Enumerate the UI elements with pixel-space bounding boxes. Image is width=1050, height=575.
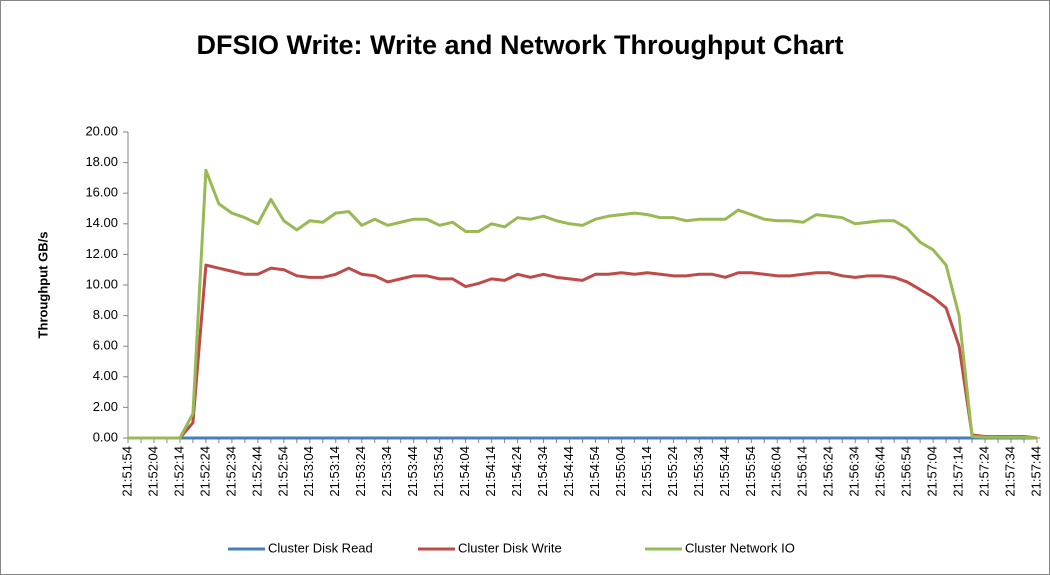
y-tick-label: 0.00	[93, 429, 118, 444]
x-tick-label: 21:52:34	[223, 446, 238, 497]
x-tick-label: 21:56:34	[847, 446, 862, 497]
x-tick-label: 21:51:54	[119, 446, 134, 497]
x-tick-label: 21:54:24	[509, 446, 524, 497]
x-tick-label: 21:57:24	[976, 446, 991, 497]
x-tick-label: 21:57:04	[925, 446, 940, 497]
x-tick-label: 21:56:24	[821, 446, 836, 497]
x-tick-label: 21:57:44	[1028, 446, 1043, 497]
chart-title: DFSIO Write: Write and Network Throughpu…	[197, 30, 844, 60]
x-tick-label: 21:56:04	[769, 446, 784, 497]
x-tick-label: 21:53:54	[431, 446, 446, 497]
series-line	[128, 263, 1038, 440]
x-tick-label: 21:55:44	[717, 446, 732, 497]
x-tick-label: 21:55:34	[691, 446, 706, 497]
x-tick-label: 21:55:14	[639, 446, 654, 497]
x-tick-label: 21:52:14	[171, 446, 186, 497]
x-tick-label: 21:52:04	[145, 446, 160, 497]
x-tick-label: 21:53:44	[405, 446, 420, 497]
legend-label: Cluster Disk Read	[268, 540, 373, 555]
x-tick-label: 21:54:44	[561, 446, 576, 497]
x-tick-label: 21:52:24	[197, 446, 212, 497]
y-tick-label: 6.00	[93, 338, 118, 353]
x-tick-label: 21:56:14	[795, 446, 810, 497]
x-tick-label: 21:52:54	[275, 446, 290, 497]
x-tick-label: 21:53:04	[301, 446, 316, 497]
x-tick-label: 21:53:34	[379, 446, 394, 497]
x-tick-label: 21:54:04	[457, 446, 472, 497]
x-tick-label: 21:55:04	[613, 446, 628, 497]
x-tick-label: 21:57:14	[951, 446, 966, 497]
series-line	[128, 168, 1038, 440]
x-tick-label: 21:54:54	[587, 446, 602, 497]
x-tick-label: 21:53:24	[353, 446, 368, 497]
legend-label: Cluster Disk Write	[458, 540, 562, 555]
y-axis-label: Throughput GB/s	[35, 232, 50, 339]
x-tick-label: 21:53:14	[327, 446, 342, 497]
x-tick-label: 21:56:44	[873, 446, 888, 497]
y-tick-label: 4.00	[93, 368, 118, 383]
x-tick-label: 21:55:24	[665, 446, 680, 497]
y-tick-label: 10.00	[85, 276, 118, 291]
x-tick-label: 21:54:34	[535, 446, 550, 497]
y-tick-label: 8.00	[93, 307, 118, 322]
x-tick-label: 21:57:34	[1002, 446, 1017, 497]
legend-label: Cluster Network IO	[685, 540, 795, 555]
x-tick-label: 21:52:44	[249, 446, 264, 497]
x-tick-label: 21:54:14	[483, 446, 498, 497]
x-tick-label: 21:55:54	[743, 446, 758, 497]
y-tick-label: 20.00	[85, 123, 118, 138]
x-tick-label: 21:56:54	[899, 446, 914, 497]
y-tick-label: 18.00	[85, 154, 118, 169]
y-tick-label: 16.00	[85, 185, 118, 200]
y-tick-label: 12.00	[85, 246, 118, 261]
y-tick-label: 14.00	[85, 215, 118, 230]
y-tick-label: 2.00	[93, 399, 118, 414]
